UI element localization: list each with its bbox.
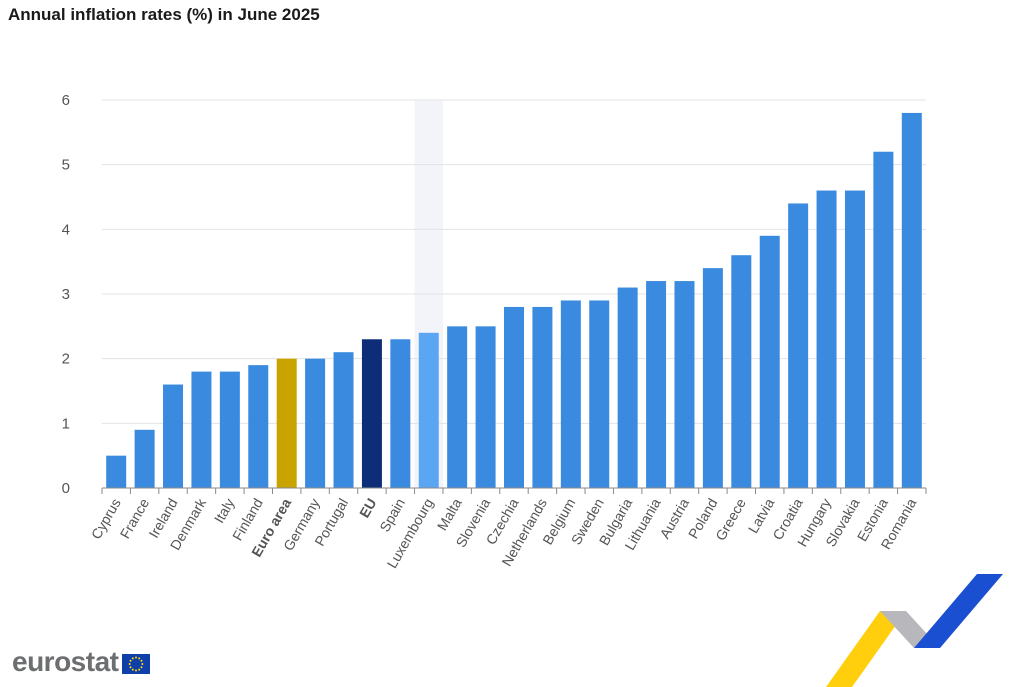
bar-hungary[interactable] [816,190,837,489]
bar-austria[interactable] [674,281,695,488]
eurostat-logo-text: eurostat [12,646,119,677]
bar-germany[interactable] [305,358,326,488]
bar-italy[interactable] [219,371,240,488]
bar-czechia[interactable] [504,306,524,488]
bar-croatia[interactable] [788,203,809,488]
bar-romania[interactable] [901,112,922,488]
bar-netherlands[interactable] [532,306,553,488]
bar-lithuania[interactable] [646,281,667,488]
bar-luxembourg[interactable] [418,332,439,488]
y-tick-label: 1 [62,415,70,432]
chart-title: Annual inflation rates (%) in June 2025 [8,5,320,24]
y-tick-label: 2 [62,351,70,368]
bar-sweden[interactable] [589,300,610,488]
bar-ireland[interactable] [163,384,184,488]
eu-flag-icon [122,654,151,674]
bar-slovakia[interactable] [844,190,865,489]
bar-bulgaria[interactable] [617,287,638,488]
y-tick-label: 4 [62,221,70,238]
y-tick-label: 3 [62,286,70,303]
y-tick-label: 6 [62,92,70,109]
y-tick-label: 0 [62,480,70,497]
bar-denmark[interactable] [191,371,212,488]
bar-belgium[interactable] [560,300,581,488]
bar-spain[interactable] [390,339,411,488]
bar-portugal[interactable] [333,352,354,488]
x-tick-label: EU [356,496,380,521]
x-tick-label: Italy [211,496,238,526]
bar-cyprus[interactable] [106,455,127,488]
bar-eu[interactable] [361,339,382,488]
bar-poland[interactable] [702,268,723,488]
bar-slovenia[interactable] [475,326,496,488]
bar-latvia[interactable] [759,235,780,488]
bar-malta[interactable] [447,326,468,488]
eurostat-logo[interactable]: eurostat [12,646,151,678]
bar-finland[interactable] [248,365,269,488]
bar-estonia[interactable] [873,151,894,488]
bar-euro-area[interactable] [276,358,297,488]
bar-france[interactable] [134,429,155,488]
bar-greece[interactable] [731,255,752,488]
y-tick-label: 5 [62,157,70,174]
